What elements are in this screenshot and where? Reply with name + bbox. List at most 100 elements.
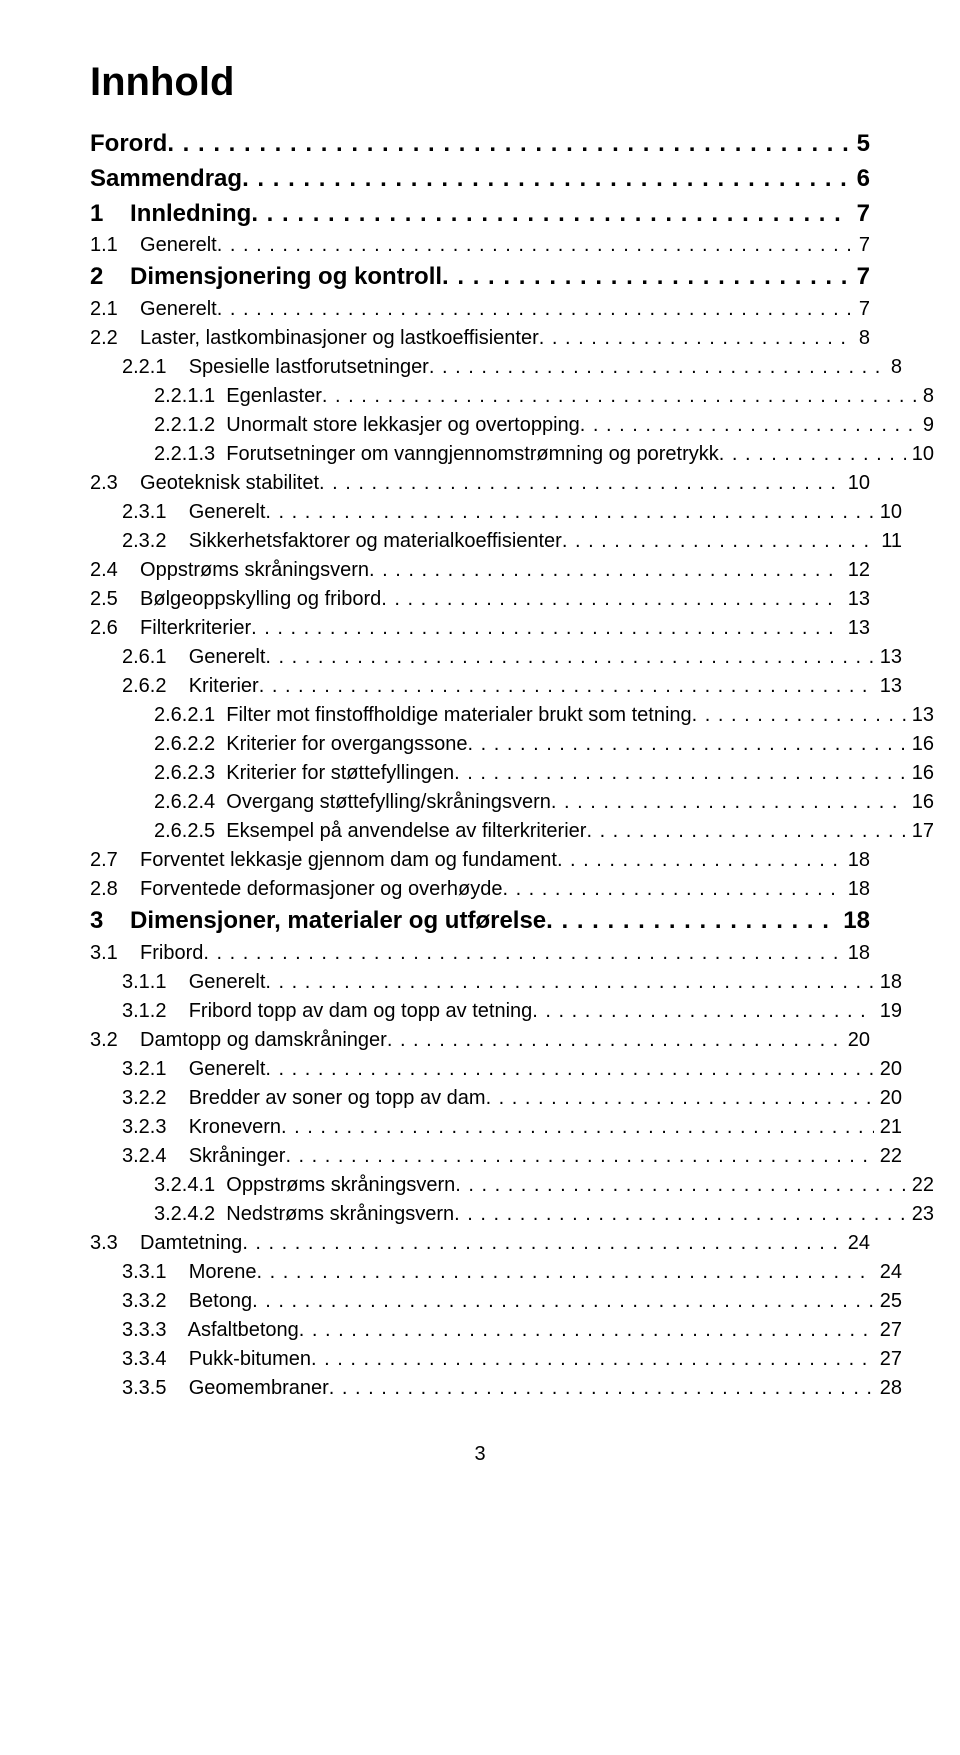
toc-entry-page: 7 (850, 197, 870, 232)
toc-entry: 2 Dimensjonering og kontroll. . . . . . … (90, 260, 870, 295)
toc-entry: 3.3.4 Pukk-bitumen. . . . . . . . . . . … (90, 1345, 902, 1374)
toc-entry: 2.6.2.3 Kriterier for støttefyllingen. .… (90, 759, 934, 788)
toc-entry-page: 27 (874, 1316, 902, 1345)
toc-entry: 2.2.1 Spesielle lastforutsetninger. . . … (90, 353, 902, 382)
toc-leader: . . . . . . . . . . . . . . . . . . . . … (557, 846, 842, 875)
toc-entry-label: 1.1 Generelt (90, 231, 217, 260)
toc-entry: 2.4 Oppstrøms skråningsvern. . . . . . .… (90, 556, 870, 585)
toc-leader: . . . . . . . . . . . . . . . . . . . . … (242, 162, 850, 197)
toc-entry-label: 2.4 Oppstrøms skråningsvern (90, 556, 369, 585)
toc-entry-page: 8 (885, 353, 902, 382)
toc-entry: 3.2.2 Bredder av soner og topp av dam. .… (90, 1084, 902, 1113)
toc-entry-label: 2.2.1.3 Forutsetninger om vanngjennomstr… (154, 440, 719, 469)
toc-entry: 2.5 Bølgeoppskylling og fribord. . . . .… (90, 585, 870, 614)
toc-entry: 3.2.4.1 Oppstrøms skråningsvern. . . . .… (90, 1171, 934, 1200)
toc-entry: 1 Innledning. . . . . . . . . . . . . . … (90, 197, 870, 232)
toc-entry-page: 18 (842, 846, 870, 875)
toc-entry-page: 18 (842, 939, 870, 968)
toc-entry-label: 3.3 Damtetning (90, 1229, 242, 1258)
toc-entry: 3.2.3 Kronevern. . . . . . . . . . . . .… (90, 1113, 902, 1142)
toc-entry: 2.6.2.5 Eksempel på anvendelse av filter… (90, 817, 934, 846)
toc-entry-page: 7 (853, 231, 870, 260)
toc-entry-label: 3.3.4 Pukk-bitumen (122, 1345, 311, 1374)
toc-leader: . . . . . . . . . . . . . . . . . . . . … (580, 411, 918, 440)
toc-entry: 2.3.1 Generelt. . . . . . . . . . . . . … (90, 498, 902, 527)
toc-entry-page: 24 (842, 1229, 870, 1258)
toc-leader: . . . . . . . . . . . . . . . . . . . . … (719, 440, 906, 469)
toc-entry-label: 2.6.2.1 Filter mot finstoffholdige mater… (154, 701, 692, 730)
toc-entry-page: 10 (874, 498, 902, 527)
toc-entry-page: 16 (906, 788, 934, 817)
toc-leader: . . . . . . . . . . . . . . . . . . . . … (217, 295, 854, 324)
toc-entry: Forord. . . . . . . . . . . . . . . . . … (90, 127, 870, 162)
toc-entry-label: 2.6.2.2 Kriterier for overgangssone (154, 730, 468, 759)
toc-leader: . . . . . . . . . . . . . . . . . . . . … (387, 1026, 842, 1055)
toc-leader: . . . . . . . . . . . . . . . . . . . . … (586, 817, 906, 846)
toc-entry-page: 23 (906, 1200, 934, 1229)
page: Innhold Forord. . . . . . . . . . . . . … (0, 0, 960, 1506)
toc-entry-label: 2.3.2 Sikkerhetsfaktorer og materialkoef… (122, 527, 562, 556)
toc-entry: Sammendrag. . . . . . . . . . . . . . . … (90, 162, 870, 197)
toc-entry: 2.2.1.1 Egenlaster. . . . . . . . . . . … (90, 382, 934, 411)
toc-entry-page: 16 (906, 730, 934, 759)
toc-entry-label: 3.3.3 Asfaltbetong (122, 1316, 299, 1345)
toc-entry-label: 3.2.3 Kronevern (122, 1113, 281, 1142)
toc-entry-page: 13 (842, 585, 870, 614)
toc-entry-label: Sammendrag (90, 162, 242, 197)
toc-entry-page: 28 (874, 1374, 902, 1403)
toc-leader: . . . . . . . . . . . . . . . . . . . . … (502, 875, 842, 904)
toc-entry: 3.1 Fribord. . . . . . . . . . . . . . .… (90, 939, 870, 968)
toc-entry: 3.3.2 Betong. . . . . . . . . . . . . . … (90, 1287, 902, 1316)
toc-leader: . . . . . . . . . . . . . . . . . . . . … (265, 1055, 874, 1084)
toc-entry-label: 3.2.2 Bredder av soner og topp av dam (122, 1084, 486, 1113)
toc-leader: . . . . . . . . . . . . . . . . . . . . … (319, 469, 842, 498)
toc-entry-page: 18 (874, 968, 902, 997)
toc-entry-page: 7 (850, 260, 870, 295)
toc-leader: . . . . . . . . . . . . . . . . . . . . … (311, 1345, 874, 1374)
toc-leader: . . . . . . . . . . . . . . . . . . . . … (454, 759, 906, 788)
toc-entry: 3.2.4 Skråninger. . . . . . . . . . . . … (90, 1142, 902, 1171)
toc-entry-page: 8 (917, 382, 934, 411)
toc-leader: . . . . . . . . . . . . . . . . . . . . … (259, 672, 874, 701)
toc-entry-page: 9 (917, 411, 934, 440)
toc-entry-label: Forord (90, 127, 167, 162)
toc-entry-label: 2.2 Laster, lastkombinasjoner og lastkoe… (90, 324, 539, 353)
toc-entry: 2.2.1.2 Unormalt store lekkasjer og over… (90, 411, 934, 440)
toc-entry-page: 22 (906, 1171, 934, 1200)
toc-entry: 2.8 Forventede deformasjoner og overhøyd… (90, 875, 870, 904)
toc-entry-page: 25 (874, 1287, 902, 1316)
toc-leader: . . . . . . . . . . . . . . . . . . . . … (167, 127, 850, 162)
toc-entry-page: 13 (842, 614, 870, 643)
toc-entry-page: 18 (842, 875, 870, 904)
toc-entry-label: 2.6.1 Generelt (122, 643, 265, 672)
toc-entry-label: 3.2.4.2 Nedstrøms skråningsvern (154, 1200, 454, 1229)
toc-leader: . . . . . . . . . . . . . . . . . . . . … (532, 997, 874, 1026)
toc-entry: 2.7 Forventet lekkasje gjennom dam og fu… (90, 846, 870, 875)
toc-entry: 2.2 Laster, lastkombinasjoner og lastkoe… (90, 324, 870, 353)
toc-leader: . . . . . . . . . . . . . . . . . . . . … (381, 585, 842, 614)
toc-entry: 2.3.2 Sikkerhetsfaktorer og materialkoef… (90, 527, 902, 556)
toc-leader: . . . . . . . . . . . . . . . . . . . . … (455, 1171, 906, 1200)
toc-entry: 2.6.1 Generelt. . . . . . . . . . . . . … (90, 643, 902, 672)
toc-entry: 3.3.3 Asfaltbetong. . . . . . . . . . . … (90, 1316, 902, 1345)
toc-entry-label: 2 Dimensjonering og kontroll (90, 260, 442, 295)
toc-entry-label: 3.2.4.1 Oppstrøms skråningsvern (154, 1171, 455, 1200)
toc-entry-page: 20 (874, 1084, 902, 1113)
toc-entry-label: 2.3.1 Generelt (122, 498, 265, 527)
toc-entry-page: 19 (874, 997, 902, 1026)
toc-entry-label: 2.2.1 Spesielle lastforutsetninger (122, 353, 429, 382)
toc-entry-label: 3.2 Damtopp og damskråninger (90, 1026, 387, 1055)
toc-leader: . . . . . . . . . . . . . . . . . . . . … (281, 1113, 874, 1142)
toc-leader: . . . . . . . . . . . . . . . . . . . . … (265, 968, 874, 997)
toc-entry-page: 6 (850, 162, 870, 197)
toc-entry: 3.3.5 Geomembraner. . . . . . . . . . . … (90, 1374, 902, 1403)
toc-leader: . . . . . . . . . . . . . . . . . . . . … (285, 1142, 874, 1171)
toc-entry-page: 17 (906, 817, 934, 846)
toc-entry-page: 5 (850, 127, 870, 162)
toc-entry: 3.1.1 Generelt. . . . . . . . . . . . . … (90, 968, 902, 997)
toc-entry-label: 3.1.2 Fribord topp av dam og topp av tet… (122, 997, 532, 1026)
toc-leader: . . . . . . . . . . . . . . . . . . . . … (454, 1200, 906, 1229)
toc-entry-label: 3.3.5 Geomembraner (122, 1374, 329, 1403)
toc-entry-page: 7 (853, 295, 870, 324)
toc-entry: 2.6.2.2 Kriterier for overgangssone. . .… (90, 730, 934, 759)
